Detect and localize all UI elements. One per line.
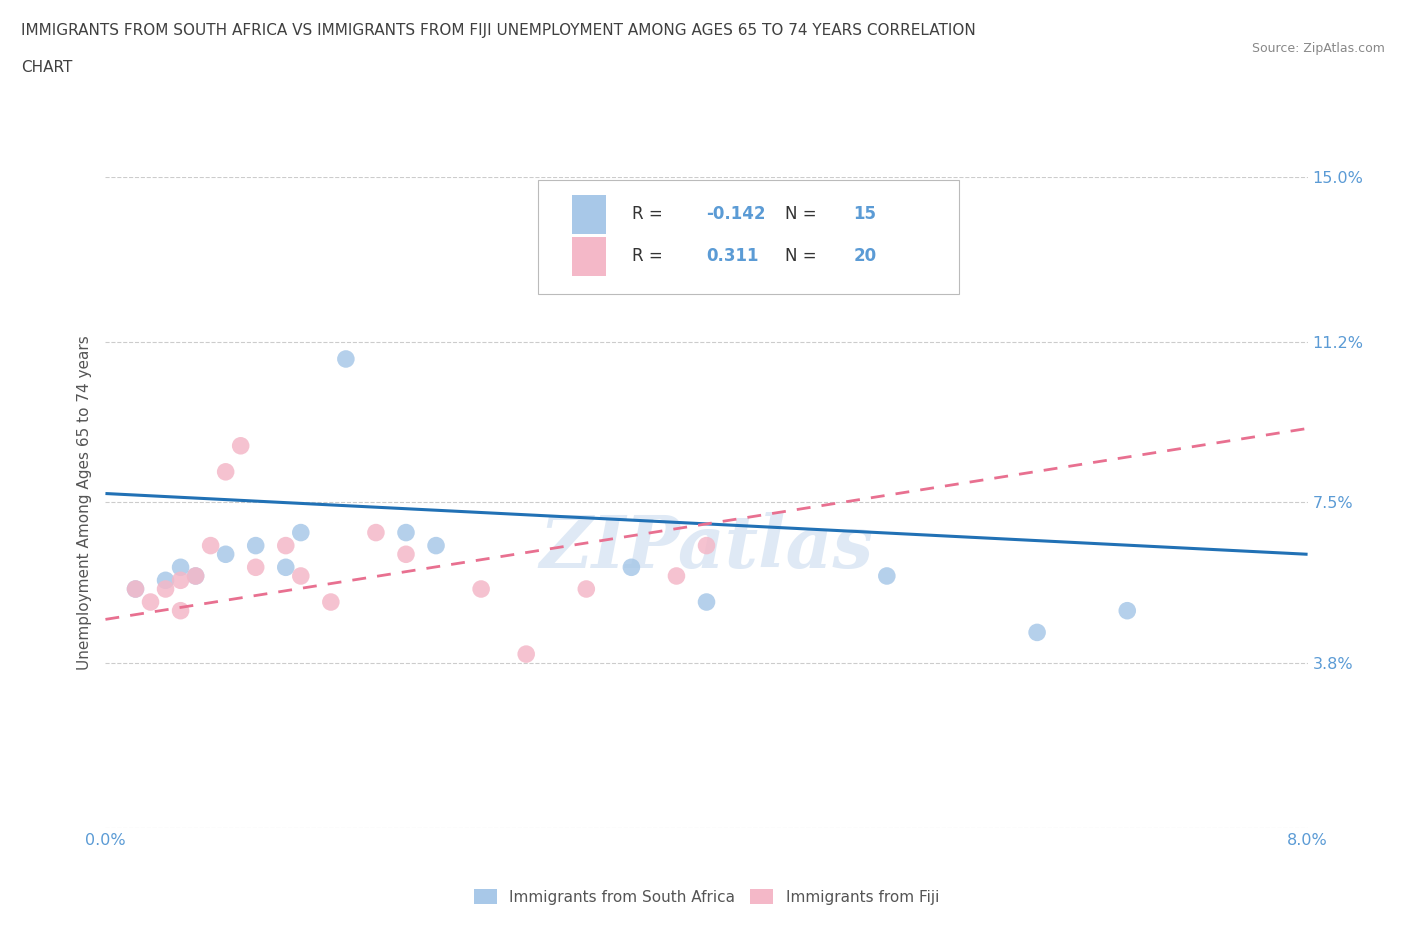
Point bbox=[139, 594, 162, 609]
Point bbox=[1116, 604, 1139, 618]
Legend: Immigrants from South Africa, Immigrants from Fiji: Immigrants from South Africa, Immigrants… bbox=[474, 889, 939, 905]
Point bbox=[575, 581, 598, 596]
Text: IMMIGRANTS FROM SOUTH AFRICA VS IMMIGRANTS FROM FIJI UNEMPLOYMENT AMONG AGES 65 : IMMIGRANTS FROM SOUTH AFRICA VS IMMIGRAN… bbox=[21, 23, 976, 38]
Point bbox=[184, 568, 207, 583]
Point bbox=[200, 538, 222, 553]
Point bbox=[696, 538, 718, 553]
Point bbox=[665, 568, 688, 583]
Text: R =: R = bbox=[631, 206, 662, 223]
Point bbox=[229, 438, 252, 453]
Text: 0.311: 0.311 bbox=[707, 247, 759, 265]
Point bbox=[395, 525, 418, 540]
Text: R =: R = bbox=[631, 247, 662, 265]
FancyBboxPatch shape bbox=[572, 195, 606, 234]
Point bbox=[214, 547, 236, 562]
Point bbox=[155, 581, 177, 596]
Point bbox=[124, 581, 146, 596]
Point bbox=[425, 538, 447, 553]
FancyBboxPatch shape bbox=[538, 180, 959, 294]
Point bbox=[169, 573, 191, 588]
Point bbox=[245, 538, 267, 553]
Text: 20: 20 bbox=[853, 247, 876, 265]
Point bbox=[395, 547, 418, 562]
Point bbox=[470, 581, 492, 596]
Point bbox=[184, 568, 207, 583]
Text: ZIPatlas: ZIPatlas bbox=[540, 512, 873, 583]
Point bbox=[155, 573, 177, 588]
Point bbox=[876, 568, 898, 583]
Point bbox=[335, 352, 357, 366]
Text: -0.142: -0.142 bbox=[707, 206, 766, 223]
FancyBboxPatch shape bbox=[572, 236, 606, 275]
Text: N =: N = bbox=[785, 247, 817, 265]
Point bbox=[620, 560, 643, 575]
Point bbox=[696, 594, 718, 609]
Point bbox=[124, 581, 146, 596]
Text: Source: ZipAtlas.com: Source: ZipAtlas.com bbox=[1251, 42, 1385, 55]
Point bbox=[169, 604, 191, 618]
Point bbox=[515, 646, 537, 661]
Point bbox=[319, 594, 342, 609]
Point bbox=[1026, 625, 1049, 640]
Text: N =: N = bbox=[785, 206, 817, 223]
Text: CHART: CHART bbox=[21, 60, 73, 75]
Point bbox=[274, 560, 297, 575]
Point bbox=[364, 525, 387, 540]
Point bbox=[290, 568, 312, 583]
Point bbox=[169, 560, 191, 575]
Point bbox=[290, 525, 312, 540]
Y-axis label: Unemployment Among Ages 65 to 74 years: Unemployment Among Ages 65 to 74 years bbox=[76, 335, 91, 670]
Text: 15: 15 bbox=[853, 206, 876, 223]
Point bbox=[214, 464, 236, 479]
Point bbox=[274, 538, 297, 553]
Point bbox=[245, 560, 267, 575]
